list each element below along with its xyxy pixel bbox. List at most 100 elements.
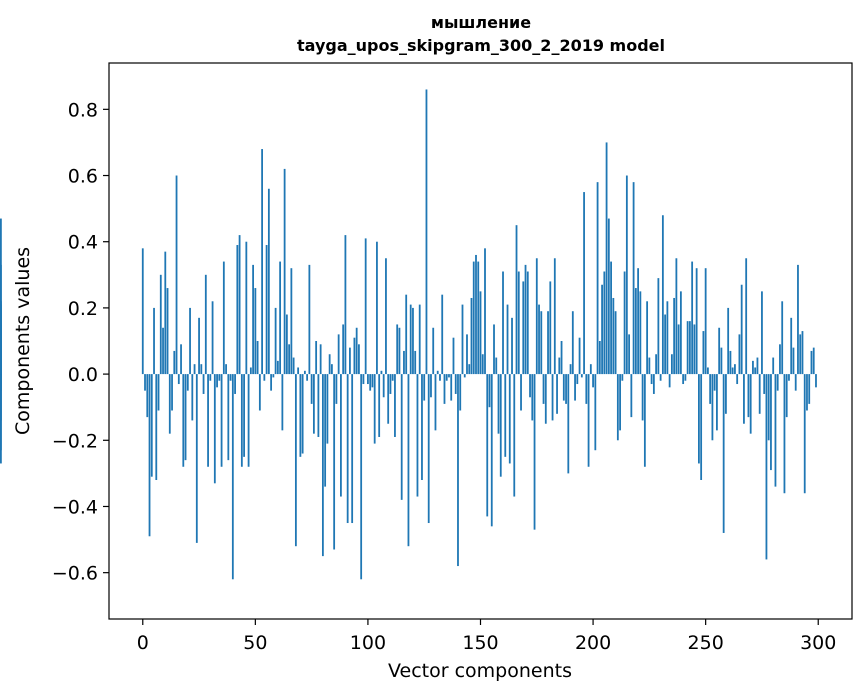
bar [515, 225, 518, 375]
bar [301, 374, 304, 454]
bar [691, 261, 694, 375]
bar [373, 374, 376, 444]
bar [312, 374, 315, 434]
bar [686, 321, 689, 375]
bar [643, 374, 646, 467]
bar [749, 374, 752, 434]
bar [0, 334, 2, 375]
bar [506, 304, 509, 375]
bar [454, 374, 457, 394]
bar [574, 374, 576, 401]
bar [416, 374, 419, 497]
bar [317, 374, 320, 437]
bar [468, 364, 471, 375]
bar [776, 374, 779, 391]
y-tick-label: 0.6 [68, 166, 98, 188]
bar [684, 374, 687, 381]
bar [594, 374, 597, 451]
bar [387, 374, 390, 424]
bar [346, 374, 349, 524]
bar [427, 374, 430, 524]
bar [448, 374, 450, 378]
bar [544, 374, 547, 424]
bar [227, 374, 230, 461]
y-axis-label: Components values [12, 247, 34, 435]
bar [391, 374, 394, 381]
bar [376, 241, 378, 375]
bar [288, 344, 291, 375]
bar [558, 357, 561, 375]
x-axis-label: Vector components [388, 660, 572, 682]
bar [234, 374, 236, 394]
bar [184, 374, 187, 461]
bar [533, 374, 536, 530]
bar [436, 370, 439, 375]
y-tick-label: 0.0 [68, 364, 98, 386]
bar [466, 334, 468, 375]
bar [601, 284, 603, 375]
bar [646, 301, 649, 375]
bar [335, 374, 338, 404]
bar [767, 374, 770, 441]
bar [698, 374, 700, 464]
bar [529, 374, 531, 398]
bar [209, 374, 212, 381]
bar [218, 374, 221, 381]
bar [799, 334, 802, 375]
bar [542, 374, 545, 404]
bar [659, 374, 662, 381]
bar [349, 347, 351, 375]
bar [475, 254, 477, 375]
bar [551, 374, 554, 421]
bar [272, 374, 275, 378]
bar [294, 374, 297, 547]
bar [412, 307, 414, 375]
bar [493, 324, 495, 375]
bar [189, 307, 191, 375]
bar [299, 374, 302, 457]
bar [430, 374, 432, 398]
bar [587, 374, 590, 467]
bar [605, 142, 608, 375]
bar [486, 374, 489, 517]
bar [247, 374, 250, 467]
bar [526, 271, 529, 375]
bar [319, 344, 322, 375]
bar [497, 374, 500, 434]
bar [378, 374, 381, 437]
bar [538, 304, 540, 375]
bar [477, 261, 480, 375]
bar [461, 304, 464, 375]
bar [409, 304, 412, 375]
bar [222, 261, 225, 375]
bar [258, 374, 261, 411]
bar [592, 374, 594, 388]
bar [765, 374, 768, 560]
bar [274, 307, 277, 375]
bar [459, 374, 462, 411]
bar [668, 374, 671, 388]
bar [743, 374, 745, 424]
bar [308, 264, 311, 375]
bar [808, 374, 811, 404]
bar [452, 337, 455, 375]
bar [333, 374, 336, 550]
bar [562, 374, 565, 401]
y-tick-label: −0.6 [52, 563, 98, 585]
bar [596, 182, 599, 375]
bar [695, 268, 698, 375]
bar [418, 304, 421, 375]
bar [238, 235, 241, 375]
bar [306, 374, 309, 381]
bar [385, 258, 387, 375]
bar [245, 241, 248, 375]
bar [358, 344, 360, 375]
bar [612, 297, 615, 375]
bar [571, 311, 574, 375]
bar [745, 258, 748, 375]
bar [540, 311, 543, 375]
chart-title: мышление [431, 13, 531, 32]
bar [439, 374, 441, 381]
bar [204, 274, 207, 375]
bar [423, 374, 426, 401]
